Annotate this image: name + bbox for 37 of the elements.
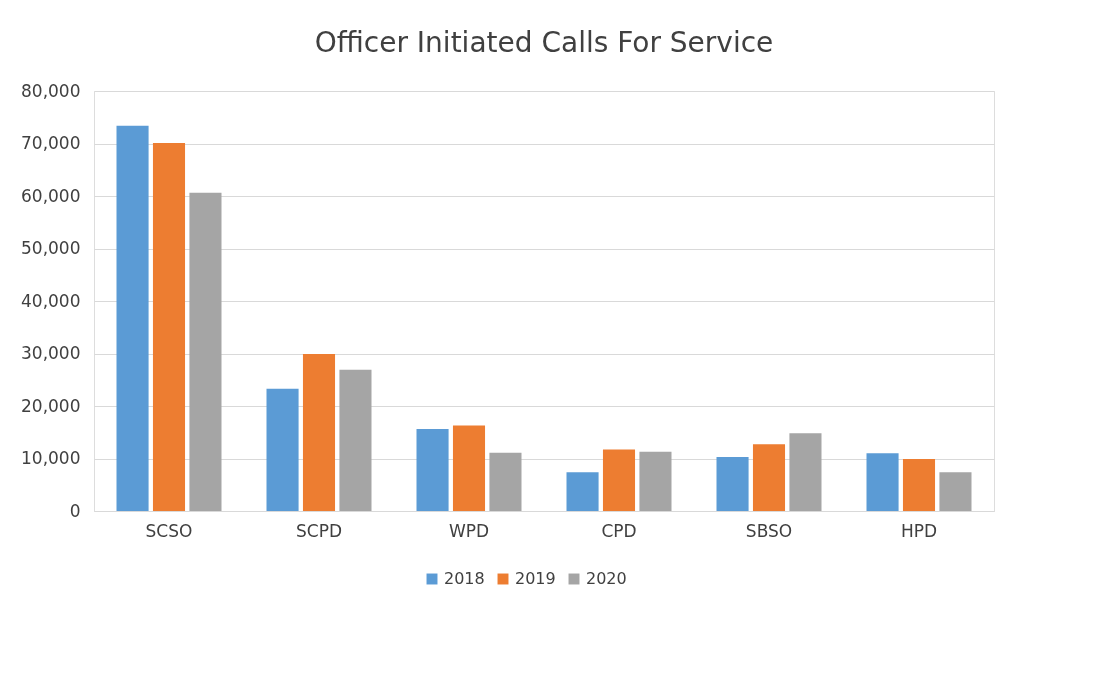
chart-title: Officer Initiated Calls For Service xyxy=(314,26,774,59)
y-tick-label: 10,000 xyxy=(21,448,81,468)
x-tick-label: HPD xyxy=(900,520,938,541)
y-tick-label: 30,000 xyxy=(21,343,81,363)
x-tick-label: WPD xyxy=(448,520,490,541)
legend-label: 2019 xyxy=(515,569,556,588)
legend-label: 2020 xyxy=(586,569,627,588)
legend-label: 2018 xyxy=(444,569,485,588)
y-tick-label: 0 xyxy=(69,500,81,521)
y-tick-label: 20,000 xyxy=(21,395,81,416)
bar xyxy=(752,444,786,511)
bar xyxy=(566,472,599,511)
bar xyxy=(189,192,222,511)
x-tick-label: CPD xyxy=(601,520,637,541)
bar xyxy=(339,369,372,511)
x-tick-label: SCPD xyxy=(295,520,343,541)
bar xyxy=(939,472,972,511)
bar xyxy=(302,354,336,511)
bar xyxy=(902,459,936,511)
bar xyxy=(416,429,449,511)
y-tick-label: 50,000 xyxy=(21,238,81,258)
bar xyxy=(152,142,186,511)
bar xyxy=(789,433,822,511)
y-tick-label: 70,000 xyxy=(21,133,81,153)
bar xyxy=(602,449,636,511)
bar xyxy=(866,453,899,511)
y-tick-label: 60,000 xyxy=(21,185,81,206)
bar xyxy=(266,388,299,511)
x-tick-label: SCSO xyxy=(145,520,193,541)
bar xyxy=(716,456,749,511)
bar xyxy=(452,425,486,511)
y-tick-label: 80,000 xyxy=(21,80,81,101)
bar xyxy=(639,451,672,511)
bar xyxy=(116,125,149,511)
bar xyxy=(489,452,522,511)
y-tick-label: 40,000 xyxy=(21,290,81,311)
x-tick-label: SBSO xyxy=(745,520,793,541)
